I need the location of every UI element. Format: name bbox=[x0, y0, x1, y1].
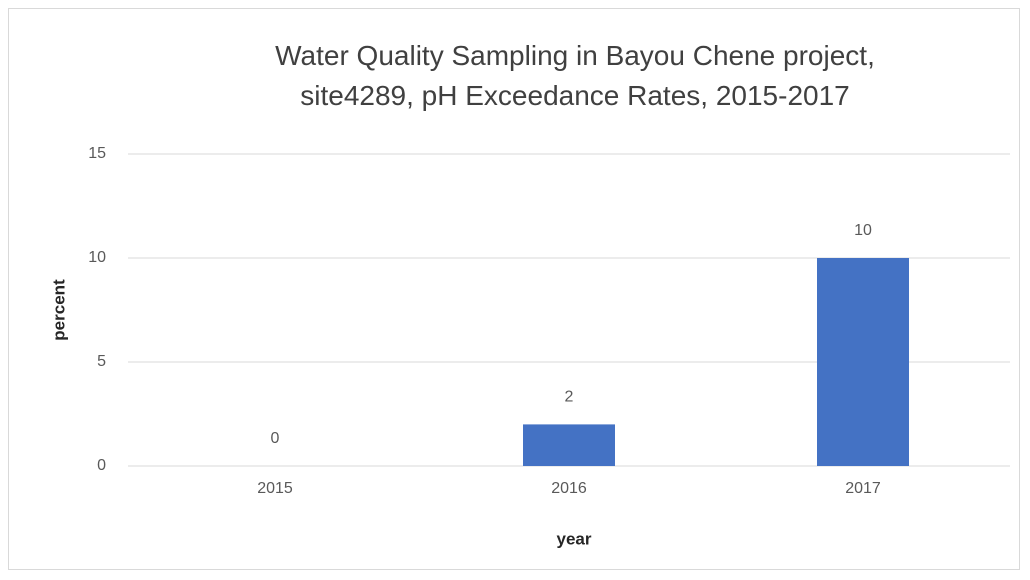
value-label: 0 bbox=[271, 430, 280, 447]
chart-frame bbox=[8, 8, 1020, 570]
x-tick-label: 2015 bbox=[257, 480, 293, 497]
x-tick-label: 2016 bbox=[551, 480, 587, 497]
x-axis-label: year bbox=[557, 529, 592, 548]
bar bbox=[523, 424, 615, 466]
value-label: 10 bbox=[854, 222, 872, 239]
y-tick-label: 10 bbox=[88, 249, 106, 266]
y-axis-label: percent bbox=[49, 279, 68, 341]
chart-title: Water Quality Sampling in Bayou Chene pr… bbox=[275, 40, 875, 111]
y-tick-label: 15 bbox=[88, 145, 106, 162]
y-tick-label: 5 bbox=[97, 353, 106, 370]
y-tick-label: 0 bbox=[97, 457, 106, 474]
value-label: 2 bbox=[565, 389, 574, 406]
x-tick-label: 2017 bbox=[845, 480, 881, 497]
bar bbox=[817, 258, 909, 466]
